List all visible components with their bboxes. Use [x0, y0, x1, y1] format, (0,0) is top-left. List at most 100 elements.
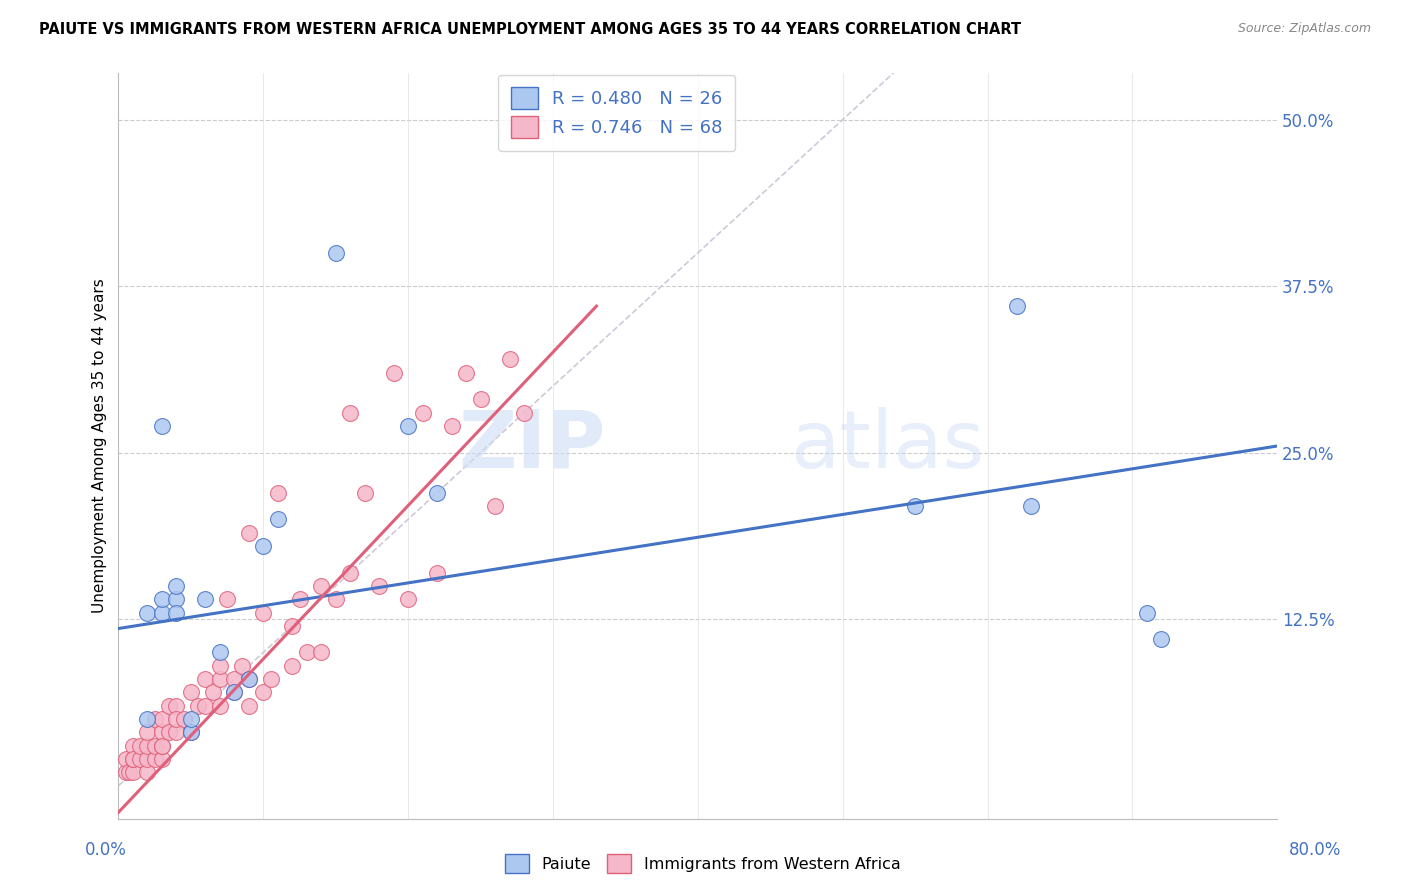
Point [456, 366, 478, 380]
Point [165, 725, 187, 739]
Point [122, 752, 145, 766]
Point [208, 645, 231, 659]
Point [309, 645, 332, 659]
Point [114, 752, 136, 766]
Point [238, 698, 260, 713]
Point [382, 366, 405, 380]
Point [129, 739, 152, 753]
Point [325, 592, 347, 607]
Point [470, 392, 492, 407]
Point [339, 566, 361, 580]
Point [426, 485, 449, 500]
Point [339, 406, 361, 420]
Legend: Paiute, Immigrants from Western Africa: Paiute, Immigrants from Western Africa [499, 847, 907, 880]
Y-axis label: Unemployment Among Ages 35 to 44 years: Unemployment Among Ages 35 to 44 years [93, 278, 107, 614]
Point [231, 658, 253, 673]
Point [484, 499, 506, 513]
Point [208, 698, 231, 713]
Point [1136, 606, 1159, 620]
Point [1005, 299, 1028, 313]
Point [281, 619, 304, 633]
Point [150, 725, 173, 739]
Point [150, 592, 173, 607]
Point [440, 419, 463, 434]
Point [180, 725, 202, 739]
Point [1150, 632, 1173, 647]
Point [114, 765, 136, 780]
Point [904, 499, 927, 513]
Point [353, 485, 375, 500]
Text: PAIUTE VS IMMIGRANTS FROM WESTERN AFRICA UNEMPLOYMENT AMONG AGES 35 TO 44 YEARS : PAIUTE VS IMMIGRANTS FROM WESTERN AFRICA… [39, 22, 1022, 37]
Point [238, 672, 260, 686]
Point [498, 352, 520, 367]
Point [165, 592, 187, 607]
Point [194, 672, 217, 686]
Text: ZIP: ZIP [458, 407, 605, 485]
Point [288, 592, 311, 607]
Point [143, 712, 166, 726]
Point [173, 712, 195, 726]
Point [136, 606, 159, 620]
Point [136, 739, 159, 753]
Text: 80.0%: 80.0% [1288, 840, 1341, 858]
Point [122, 752, 145, 766]
Point [252, 606, 274, 620]
Text: Source: ZipAtlas.com: Source: ZipAtlas.com [1237, 22, 1371, 36]
Point [259, 672, 281, 686]
Point [136, 752, 159, 766]
Point [208, 658, 231, 673]
Point [157, 698, 180, 713]
Point [150, 606, 173, 620]
Point [513, 406, 536, 420]
Point [267, 485, 290, 500]
Point [122, 739, 145, 753]
Point [238, 525, 260, 540]
Point [267, 512, 290, 526]
Point [194, 698, 217, 713]
Point [217, 592, 239, 607]
Point [117, 765, 139, 780]
Point [165, 606, 187, 620]
Point [412, 406, 434, 420]
Point [281, 658, 304, 673]
Legend: R = 0.480   N = 26, R = 0.746   N = 68: R = 0.480 N = 26, R = 0.746 N = 68 [498, 75, 735, 151]
Point [150, 419, 173, 434]
Point [150, 739, 173, 753]
Point [165, 698, 187, 713]
Point [224, 672, 246, 686]
Point [136, 712, 159, 726]
Point [180, 712, 202, 726]
Point [122, 765, 145, 780]
Point [224, 685, 246, 699]
Point [201, 685, 224, 699]
Point [252, 539, 274, 553]
Point [150, 752, 173, 766]
Point [426, 566, 449, 580]
Point [396, 419, 419, 434]
Point [252, 685, 274, 699]
Point [1019, 499, 1042, 513]
Point [150, 712, 173, 726]
Point [325, 245, 347, 260]
Point [165, 579, 187, 593]
Point [180, 725, 202, 739]
Point [368, 579, 391, 593]
Point [295, 645, 318, 659]
Point [165, 712, 187, 726]
Point [187, 698, 209, 713]
Point [136, 725, 159, 739]
Point [136, 765, 159, 780]
Point [129, 752, 152, 766]
Point [238, 672, 260, 686]
Point [309, 579, 332, 593]
Point [157, 725, 180, 739]
Point [194, 592, 217, 607]
Text: atlas: atlas [790, 407, 986, 485]
Point [150, 739, 173, 753]
Point [143, 752, 166, 766]
Point [224, 685, 246, 699]
Point [180, 685, 202, 699]
Text: 0.0%: 0.0% [84, 840, 127, 858]
Point [208, 672, 231, 686]
Point [143, 739, 166, 753]
